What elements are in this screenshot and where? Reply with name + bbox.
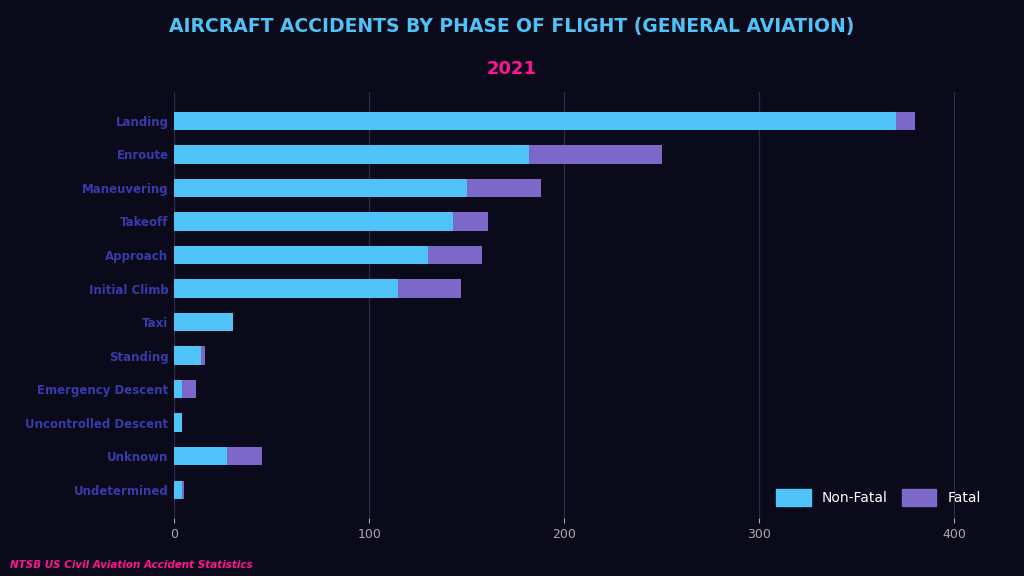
Legend: Non-Fatal, Fatal: Non-Fatal, Fatal: [770, 483, 986, 511]
Text: AIRCRAFT ACCIDENTS BY PHASE OF FLIGHT (GENERAL AVIATION): AIRCRAFT ACCIDENTS BY PHASE OF FLIGHT (G…: [169, 17, 855, 36]
Bar: [182, 480, 184, 499]
Bar: [896, 112, 915, 130]
Bar: [226, 447, 262, 465]
Bar: [174, 414, 182, 432]
Bar: [174, 447, 226, 465]
Bar: [453, 212, 488, 230]
Bar: [398, 279, 461, 298]
Bar: [174, 346, 202, 365]
Bar: [174, 212, 453, 230]
Bar: [174, 246, 428, 264]
Bar: [174, 380, 182, 399]
Bar: [174, 279, 398, 298]
Bar: [529, 145, 662, 164]
Bar: [174, 313, 232, 331]
Bar: [182, 380, 196, 399]
Bar: [202, 346, 205, 365]
Bar: [174, 179, 467, 197]
Bar: [174, 145, 529, 164]
Text: 2021: 2021: [487, 60, 537, 78]
Bar: [467, 179, 541, 197]
Text: NTSB US Civil Aviation Accident Statistics: NTSB US Civil Aviation Accident Statisti…: [10, 560, 253, 570]
Bar: [174, 112, 896, 130]
Bar: [428, 246, 482, 264]
Bar: [174, 480, 182, 499]
